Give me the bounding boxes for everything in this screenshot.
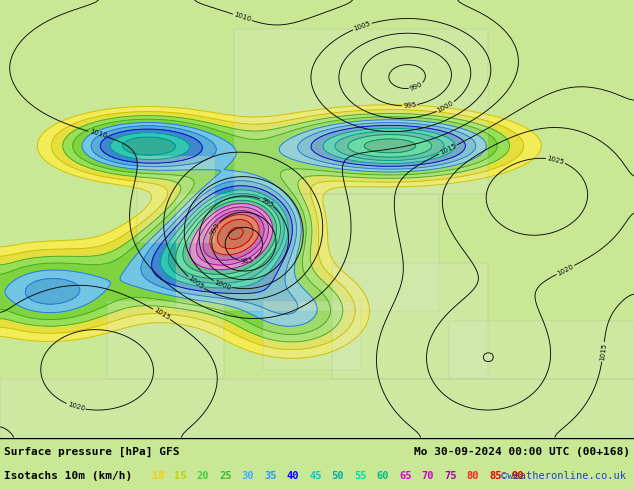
Text: 1000: 1000: [436, 100, 455, 114]
Text: 10: 10: [152, 471, 164, 481]
Text: 80: 80: [467, 471, 479, 481]
Text: Surface pressure [hPa] GFS: Surface pressure [hPa] GFS: [4, 446, 179, 457]
Text: 30: 30: [242, 471, 254, 481]
Text: 35: 35: [264, 471, 277, 481]
Text: 985: 985: [240, 257, 254, 265]
Text: 85: 85: [489, 471, 501, 481]
Text: 50: 50: [332, 471, 344, 481]
Text: 60: 60: [377, 471, 389, 481]
Text: 20: 20: [197, 471, 209, 481]
Text: 1010: 1010: [88, 128, 107, 140]
Polygon shape: [449, 321, 634, 379]
Text: 1005: 1005: [187, 275, 205, 291]
Text: 45: 45: [309, 471, 321, 481]
Text: 1005: 1005: [353, 21, 372, 32]
Text: Isotachs 10m (km/h): Isotachs 10m (km/h): [4, 471, 133, 481]
Text: 1015: 1015: [599, 343, 607, 361]
Text: 1010: 1010: [233, 12, 252, 23]
Text: 65: 65: [399, 471, 411, 481]
Polygon shape: [263, 301, 361, 369]
Text: 40: 40: [287, 471, 299, 481]
Polygon shape: [234, 29, 488, 195]
Text: 55: 55: [354, 471, 366, 481]
Text: 1025: 1025: [547, 155, 565, 165]
Text: Mo 30-09-2024 00:00 UTC (00+168): Mo 30-09-2024 00:00 UTC (00+168): [414, 447, 630, 457]
Text: 1020: 1020: [556, 263, 575, 276]
Text: 990: 990: [409, 81, 424, 92]
Text: 995: 995: [259, 196, 274, 208]
Polygon shape: [332, 263, 488, 379]
Text: 70: 70: [422, 471, 434, 481]
Text: 75: 75: [444, 471, 456, 481]
Text: 1000: 1000: [213, 279, 232, 291]
Text: 1015: 1015: [439, 143, 457, 156]
Text: 25: 25: [219, 471, 232, 481]
Text: 90: 90: [512, 471, 524, 481]
Polygon shape: [136, 156, 214, 243]
Text: ©weatheronline.co.uk: ©weatheronline.co.uk: [501, 471, 626, 481]
Text: 15: 15: [174, 471, 187, 481]
Polygon shape: [0, 379, 634, 438]
Polygon shape: [176, 195, 439, 311]
Text: 990: 990: [209, 221, 221, 236]
Text: 995: 995: [403, 102, 417, 109]
Text: 1020: 1020: [67, 402, 86, 413]
Polygon shape: [107, 301, 224, 379]
Text: 1015: 1015: [152, 307, 171, 321]
